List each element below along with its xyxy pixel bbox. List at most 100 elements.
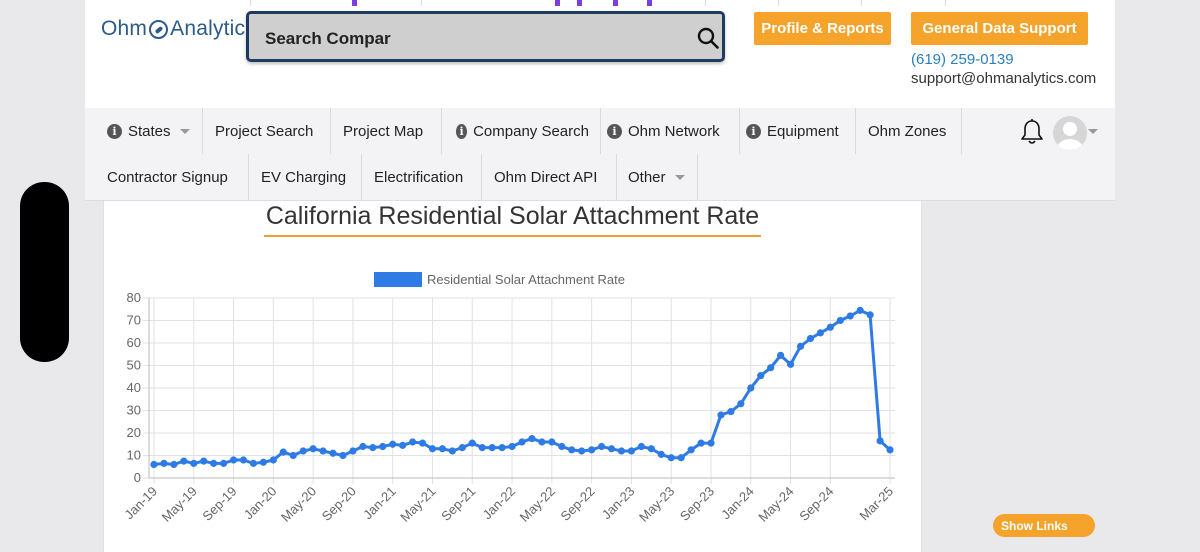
nav-item-contractor-signup[interactable]: Contractor Signup: [85, 154, 249, 200]
y-tick-label: 50: [127, 358, 141, 373]
data-point: [856, 306, 864, 314]
data-point: [478, 444, 486, 452]
info-icon: i: [107, 123, 122, 139]
nav-item-ohm-direct-api[interactable]: Ohm Direct API: [482, 154, 617, 200]
support-phone-link[interactable]: (619) 259-0139: [911, 51, 1014, 68]
data-point: [428, 445, 437, 453]
data-point: [747, 384, 755, 392]
data-point: [488, 444, 496, 452]
x-tick-label: Jan-24: [718, 484, 757, 523]
profile-reports-button[interactable]: Profile & Reports: [754, 12, 891, 45]
data-point: [876, 437, 884, 445]
y-tick-label: 40: [127, 380, 141, 395]
nav-item-ohm-zones[interactable]: Ohm Zones: [856, 108, 962, 154]
top-strip: [185, 0, 1005, 6]
x-tick-label: Jan-22: [479, 484, 518, 523]
y-tick-label: 30: [127, 403, 141, 418]
y-tick-label: 80: [127, 290, 141, 305]
data-point: [697, 439, 705, 447]
x-tick-label: May-23: [636, 484, 677, 525]
data-point: [200, 457, 208, 465]
search-icon[interactable]: [697, 27, 719, 49]
data-point: [508, 442, 516, 451]
x-tick-label: Jan-23: [599, 484, 638, 523]
data-point: [538, 438, 546, 446]
data-point: [578, 447, 586, 455]
info-icon: i: [607, 123, 622, 139]
nav-item-label: Project Map: [343, 122, 424, 140]
nav-item-label: States: [128, 122, 171, 140]
data-point: [836, 316, 844, 325]
nav-item-ohm-network[interactable]: i Ohm Network: [601, 108, 740, 154]
data-point: [170, 460, 178, 469]
user-avatar-icon: [1057, 122, 1083, 150]
user-avatar[interactable]: [1053, 116, 1087, 150]
show-links-button[interactable]: Show Links: [993, 514, 1095, 537]
x-tick-label: Mar-25: [856, 484, 896, 524]
data-point: [816, 329, 825, 337]
nav-item-project-map[interactable]: Project Map: [331, 108, 442, 154]
data-point: [757, 372, 765, 380]
chevron-down-icon[interactable]: [1088, 129, 1098, 134]
company-search-input[interactable]: [263, 26, 667, 52]
strip-bar: [352, 0, 357, 6]
x-tick-label: Sep-23: [677, 484, 717, 524]
strip-bar: [577, 0, 582, 6]
nav-item-ev-charging[interactable]: EV Charging: [249, 154, 362, 200]
nav-item-electrification[interactable]: Electrification: [362, 154, 482, 200]
nav-row-2: Contractor Signup EV Charging Electrific…: [85, 154, 698, 200]
strip-tick: [705, 0, 706, 6]
bell-icon[interactable]: [1019, 118, 1045, 146]
data-point: [289, 451, 297, 460]
data-point: [319, 447, 327, 455]
nav-item-label: Ohm Network: [628, 122, 720, 140]
x-tick-label: May-20: [278, 484, 319, 525]
data-point: [518, 438, 526, 446]
nav-item-label: Equipment: [767, 122, 839, 140]
strip-bar: [647, 0, 652, 6]
data-point: [717, 411, 725, 419]
ohm-analytics-logo[interactable]: Ohm Analytics: [101, 17, 256, 41]
nav-item-other[interactable]: Other: [617, 154, 698, 200]
x-tick-label: Sep-22: [557, 484, 597, 524]
nav-item-project-search[interactable]: Project Search: [203, 108, 331, 154]
data-point: [777, 351, 785, 359]
data-point: [826, 323, 834, 331]
strip-bar: [613, 0, 618, 6]
data-point: [269, 456, 277, 464]
company-search-box[interactable]: [246, 11, 725, 62]
data-point: [528, 435, 536, 443]
data-point: [548, 438, 556, 446]
y-tick-label: 70: [127, 313, 141, 328]
info-icon: i: [456, 123, 468, 139]
x-tick-label: Jan-21: [360, 484, 399, 523]
data-point: [399, 441, 407, 449]
nav-item-label: Ohm Zones: [868, 122, 947, 140]
x-tick-label: Jan-20: [241, 484, 280, 523]
general-data-support-button[interactable]: General Data Support: [911, 12, 1088, 45]
nav-item-label: EV Charging: [261, 168, 347, 186]
nav-item-equipment[interactable]: i Equipment: [740, 108, 856, 154]
nav-item-company-search[interactable]: i Company Search: [442, 108, 601, 154]
data-point: [229, 456, 238, 464]
data-point: [299, 447, 307, 455]
strip-tick: [778, 0, 779, 6]
x-tick-label: Sep-20: [319, 484, 359, 524]
data-point: [627, 447, 636, 455]
x-tick-label: May-21: [397, 484, 438, 525]
nav-item-states[interactable]: i States: [85, 108, 203, 154]
x-tick-label: Jan-19: [121, 484, 160, 523]
x-tick-label: May-19: [159, 484, 200, 525]
data-point: [866, 311, 874, 319]
data-point: [259, 458, 267, 466]
data-point: [588, 446, 596, 454]
chart-legend[interactable]: Residential Solar Attachment Rate: [374, 272, 625, 287]
chevron-down-icon: [674, 174, 685, 180]
chart-title-wrap: California Residential Solar Attachment …: [104, 201, 921, 237]
data-point: [568, 446, 576, 454]
data-point: [249, 459, 258, 467]
page: Ohm Analytics Profile & Reports General …: [85, 0, 1115, 552]
data-point: [150, 460, 158, 469]
nav-item-label: Company Search: [473, 122, 589, 140]
